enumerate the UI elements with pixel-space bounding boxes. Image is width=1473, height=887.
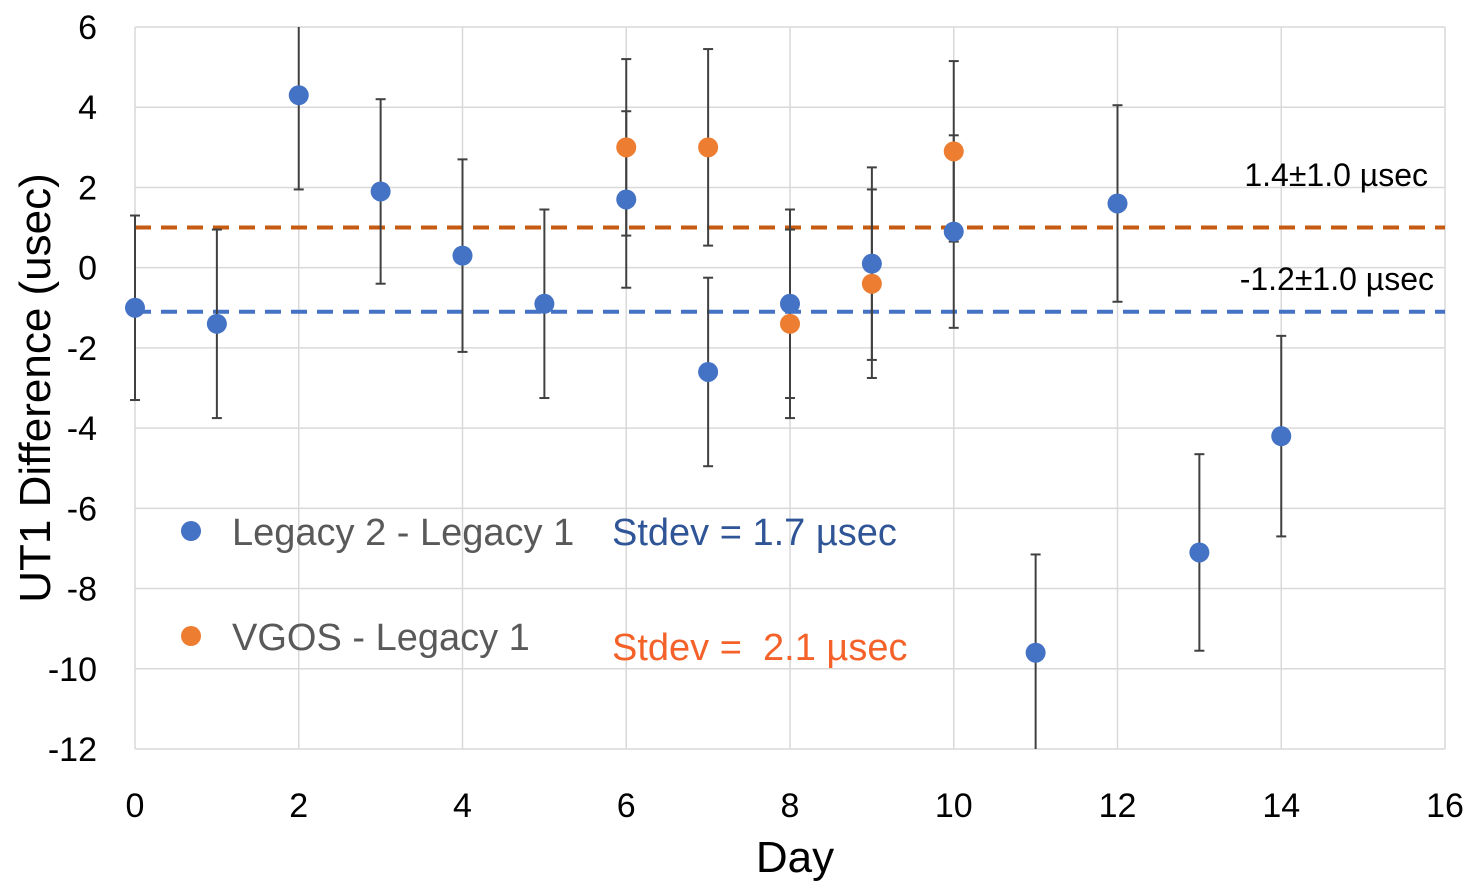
y-tick-label: -6 [67, 490, 97, 528]
data-point-legacy [452, 245, 473, 266]
legend-label-vgos: VGOS - Legacy 1 [232, 617, 530, 659]
data-point-legacy [861, 253, 882, 274]
data-point-vgos [780, 313, 800, 334]
data-point-legacy [1025, 642, 1046, 663]
x-tick-label: 8 [781, 787, 800, 825]
legend-label-legacy: Legacy 2 - Legacy 1 [232, 512, 574, 554]
data-point-legacy [288, 85, 309, 106]
y-tick-label: -4 [67, 410, 97, 448]
mean-vgos-label: 1.4±1.0 µsec [1244, 157, 1428, 193]
x-tick-label: 2 [289, 787, 308, 825]
legend-marker-legacy [181, 521, 201, 541]
x-tick-label: 12 [1099, 787, 1137, 825]
y-tick-label: -8 [67, 571, 97, 609]
data-point-legacy [780, 293, 800, 314]
data-point-vgos [698, 137, 719, 158]
data-points [125, 85, 1292, 663]
data-point-legacy [206, 313, 227, 334]
mean-legacy-label: -1.2±1.0 µsec [1240, 261, 1434, 297]
data-point-vgos [616, 137, 637, 158]
x-tick-label: 10 [935, 787, 973, 825]
y-tick-label: 6 [78, 9, 97, 47]
legend: Legacy 2 - Legacy 1 VGOS - Legacy 1 [181, 512, 574, 659]
y-axis-label: UT1 Difference (usec) [11, 173, 60, 603]
y-tick-label: -2 [67, 330, 97, 368]
data-point-legacy [125, 297, 145, 318]
y-tick-label: 4 [78, 89, 97, 127]
x-tick-labels: 0 2 4 6 8 10 12 14 16 [126, 787, 1464, 825]
y-tick-label: -10 [48, 651, 97, 689]
data-point-vgos [943, 141, 964, 162]
data-point-legacy [943, 221, 964, 242]
y-tick-labels: -12 -10 -8 -6 -4 -2 0 2 4 6 [48, 9, 97, 769]
x-tick-label: 16 [1426, 787, 1464, 825]
x-tick-label: 14 [1262, 787, 1300, 825]
data-point-legacy [534, 293, 555, 314]
stdev-legacy-annotation: Stdev = 1.7 µsec [612, 512, 897, 554]
legend-marker-vgos [181, 626, 201, 646]
data-point-legacy [1107, 193, 1128, 214]
y-tick-label: -12 [48, 731, 97, 769]
data-point-legacy [370, 181, 391, 202]
data-point-vgos [861, 273, 882, 294]
stdev-vgos-annotation: Stdev = 2.1 µsec [612, 627, 907, 669]
data-point-legacy [616, 189, 637, 210]
data-point-legacy [1271, 426, 1292, 447]
y-tick-label: 0 [78, 250, 97, 288]
x-tick-label: 6 [617, 787, 636, 825]
y-tick-label: 2 [78, 169, 97, 207]
data-point-legacy [698, 361, 719, 382]
x-axis-label: Day [756, 833, 834, 882]
data-point-legacy [1189, 542, 1210, 563]
x-tick-label: 0 [126, 787, 145, 825]
x-tick-label: 4 [453, 787, 472, 825]
